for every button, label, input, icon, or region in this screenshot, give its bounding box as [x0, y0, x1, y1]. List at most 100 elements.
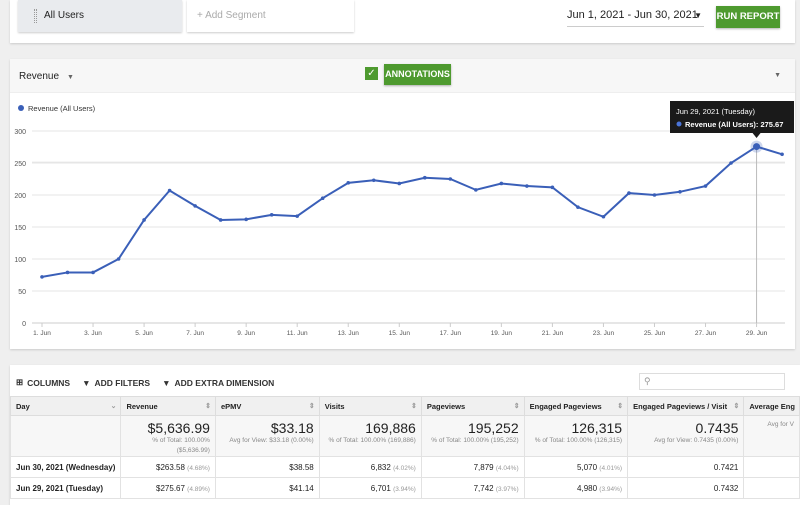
- data-point: [780, 152, 784, 157]
- sort-icon: ⇕: [513, 403, 520, 410]
- tooltip-title: Jun 29, 2021 (Tuesday): [676, 107, 755, 116]
- annotations-checkbox[interactable]: ✓: [365, 67, 378, 80]
- column-header-label: Engaged Pageviews: [529, 401, 602, 411]
- total-value: 195,252: [468, 420, 519, 436]
- y-tick-label: 250: [14, 161, 26, 168]
- y-tick-label: 50: [18, 289, 26, 296]
- drag-handle-icon[interactable]: [34, 9, 37, 23]
- y-tick-label: 300: [14, 129, 26, 136]
- column-header[interactable]: Revenue ⇕: [120, 396, 216, 416]
- table-row[interactable]: Jun 29, 2021 (Tuesday) $275.67 (4.89%) $41…: [9, 477, 800, 499]
- y-tick-label: 0: [22, 321, 26, 328]
- sort-icon: ⇕: [205, 403, 211, 410]
- data-point: [397, 181, 402, 186]
- legend-label: Revenue (All Users): [28, 104, 96, 113]
- annotations-button[interactable]: ANNOTATIONS: [384, 64, 451, 85]
- total-value: 169,886: [365, 420, 416, 436]
- add-filters-label: ADD FILTERS: [94, 377, 151, 388]
- total-sub: % of Total: 100.00% (169,886): [328, 437, 416, 444]
- total-value: $5,636.99: [147, 420, 210, 436]
- column-header[interactable]: Average Eng: [743, 396, 800, 416]
- data-point: [753, 143, 761, 151]
- date-range-picker[interactable]: Jun 1, 2021 - Jun 30, 2021 ▼: [567, 9, 704, 27]
- table-search-input[interactable]: ⚲: [639, 373, 785, 390]
- x-tick-label: 3. Jun: [84, 330, 102, 337]
- data-point: [269, 213, 274, 217]
- table-cell: $263.58 (4.68%): [120, 456, 216, 478]
- data-point: [193, 204, 197, 208]
- table-cell: 6,701 (3.94%): [318, 477, 422, 499]
- data-point: [601, 214, 606, 219]
- table-cell: 0.7421: [627, 456, 745, 478]
- add-dimension-button[interactable]: ▼ ADD EXTRA DIMENSION: [162, 377, 274, 388]
- column-header[interactable]: Pageviews ⇕: [420, 396, 525, 416]
- x-tick-label: 5. Jun: [135, 330, 153, 337]
- column-header[interactable]: ePMV ⇕: [214, 396, 320, 416]
- data-point: [652, 193, 657, 197]
- cell-percent: (4.89%): [187, 485, 210, 493]
- total-sub: Avg for View: $33.18 (0.00%): [229, 437, 314, 444]
- caret-down-icon: ▼: [694, 11, 702, 20]
- cell-percent: (4.04%): [495, 464, 519, 472]
- column-header-label: Visits: [324, 401, 345, 411]
- column-header-label: ePMV: [220, 401, 242, 411]
- column-header[interactable]: Visits ⇕: [318, 396, 422, 416]
- data-point: [371, 178, 376, 183]
- columns-icon: ⊞: [16, 377, 24, 387]
- x-tick-label: 11. Jun: [287, 330, 308, 337]
- add-dimension-label: ADD EXTRA DIMENSION: [174, 377, 275, 388]
- total-cell: 126,315% of Total: 100.00% (126,315): [523, 415, 629, 457]
- data-point: [576, 205, 580, 209]
- x-tick-label: 29. Jun: [746, 330, 768, 337]
- cell-value: 0.7432: [713, 483, 739, 493]
- search-icon: ⚲: [644, 376, 651, 386]
- cell-value: $38.58: [289, 462, 314, 472]
- cell-value: $41.14: [289, 483, 314, 493]
- column-header[interactable]: Engaged Pageviews ⇕: [523, 396, 629, 416]
- data-point: [91, 270, 95, 275]
- cell-percent: (3.94%): [599, 485, 623, 493]
- run-report-button[interactable]: RUN REPORT: [716, 6, 780, 28]
- cell-value: 4,980: [577, 483, 598, 493]
- column-header[interactable]: Engaged Pageviews / Visit ⇕: [627, 396, 745, 416]
- column-header[interactable]: Day ⌄: [9, 396, 122, 416]
- columns-button[interactable]: ⊞ COLUMNS: [16, 377, 70, 388]
- sort-icon: ⇕: [617, 403, 624, 410]
- total-sub: % of Total: 100.00% (195,252): [431, 437, 519, 444]
- table-cell: 4,980 (3.94%): [523, 477, 629, 499]
- sort-icon: ⇕: [733, 403, 740, 410]
- table-cell: $38.58: [214, 456, 320, 478]
- data-point: [244, 217, 248, 222]
- x-tick-label: 13. Jun: [338, 330, 360, 337]
- data-point: [550, 185, 555, 190]
- chevron-down-icon: ⌄: [110, 403, 117, 410]
- report-table-panel: ⊞ COLUMNS ▼ ADD FILTERS ▼ ADD EXTRA DIMENSI…: [9, 365, 800, 505]
- legend-marker: [18, 105, 24, 111]
- data-point: [703, 184, 708, 188]
- collapse-chevron-icon[interactable]: ▼: [774, 72, 781, 79]
- data-point: [218, 218, 223, 222]
- data-point: [474, 188, 478, 192]
- day-label: Jun 29, 2021 (Tuesday): [16, 483, 103, 493]
- x-tick-label: 1. Jun: [33, 330, 51, 337]
- add-segment-button[interactable]: + Add Segment: [187, 0, 354, 32]
- data-point: [678, 190, 682, 194]
- data-point: [729, 161, 733, 165]
- table-cell: 6,832 (4.02%): [318, 456, 422, 478]
- data-point: [40, 275, 44, 279]
- total-value: 126,315: [571, 420, 623, 436]
- cell-value: 6,701: [370, 483, 391, 493]
- total-cell: Avg for V: [743, 415, 800, 457]
- add-filters-button[interactable]: ▼ ADD FILTERS: [82, 377, 150, 388]
- data-point: [295, 214, 300, 218]
- metric-selector[interactable]: Revenue ▼: [19, 71, 74, 82]
- table-cell: [743, 456, 800, 478]
- cell-value: 7,879: [473, 462, 494, 472]
- segment-all-users[interactable]: All Users: [18, 0, 182, 32]
- table-row[interactable]: Jun 30, 2021 (Wednesday) $263.58 (4.68%) $…: [9, 456, 800, 478]
- x-tick-label: 15. Jun: [389, 330, 411, 337]
- day-cell: Jun 30, 2021 (Wednesday): [9, 456, 122, 478]
- data-point: [167, 188, 172, 193]
- y-tick-label: 150: [14, 225, 26, 232]
- cell-value: 5,070: [577, 462, 598, 472]
